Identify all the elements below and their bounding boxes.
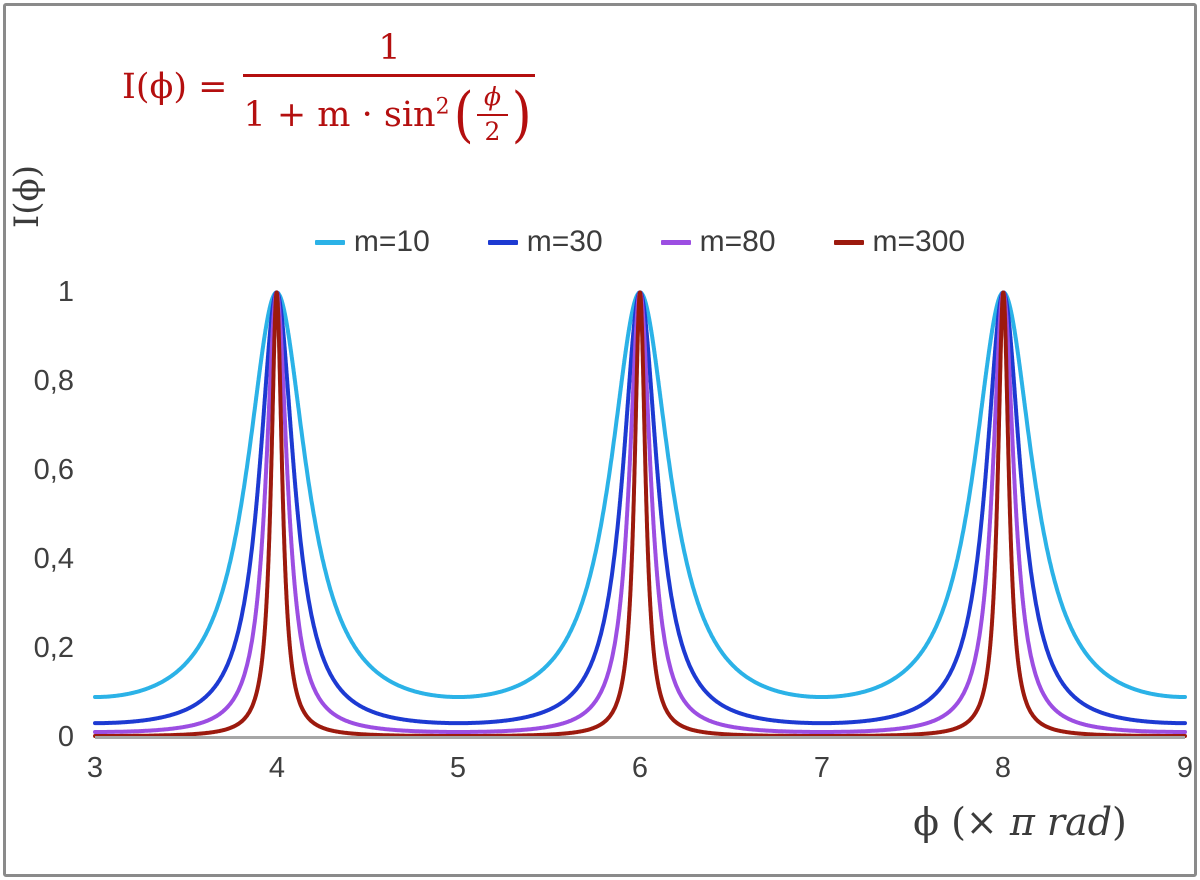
legend-label-m80: m=80 bbox=[699, 225, 776, 258]
legend-item-m10: m=10 bbox=[314, 225, 430, 259]
legend-label-m30: m=30 bbox=[526, 225, 603, 258]
x-tick-label-6: 6 bbox=[631, 752, 649, 784]
legend-label-m300: m=300 bbox=[872, 225, 966, 258]
formula-inner-fraction: ϕ 2 bbox=[476, 82, 509, 147]
legend-swatch-m80 bbox=[660, 239, 691, 245]
x-tick-label-7: 7 bbox=[813, 752, 831, 784]
y-tick-label-1: 1 bbox=[57, 276, 74, 308]
y-tick-label-0.8: 0,8 bbox=[33, 365, 74, 397]
curve-m=80 bbox=[93, 290, 1187, 734]
x-tick-label-8: 8 bbox=[994, 752, 1012, 784]
formula: I(ϕ) = 1 1 + m · sin2 ( ϕ 2 ) bbox=[122, 28, 536, 147]
y-axis-label: I(ϕ) bbox=[7, 165, 47, 229]
x-tick-label-5: 5 bbox=[449, 752, 467, 784]
legend-swatch-m10 bbox=[314, 239, 345, 245]
y-tick-label-0.4: 0,4 bbox=[33, 543, 74, 575]
formula-lhs: I(ϕ) = bbox=[122, 67, 228, 108]
formula-numerator: 1 bbox=[243, 28, 536, 77]
y-tick-label-0: 0 bbox=[57, 721, 74, 753]
y-tick-label-0.2: 0,2 bbox=[33, 632, 74, 664]
formula-inner-numerator: ϕ bbox=[476, 82, 509, 116]
y-tick-label-0.6: 0,6 bbox=[33, 454, 74, 486]
formula-inner-denominator: 2 bbox=[484, 116, 501, 146]
formula-denominator-text: 1 + m · sin2 bbox=[243, 94, 450, 135]
formula-denominator: 1 + m · sin2 ( ϕ 2 ) bbox=[243, 77, 535, 147]
formula-sin-exponent: 2 bbox=[435, 94, 450, 120]
formula-fraction: 1 1 + m · sin2 ( ϕ 2 ) bbox=[243, 28, 536, 147]
curve-m=300 bbox=[93, 290, 1187, 738]
x-axis-label-italic: π rad bbox=[1009, 800, 1113, 844]
curve-m=30 bbox=[93, 290, 1187, 726]
legend-item-m300: m=300 bbox=[833, 225, 966, 259]
x-axis-label: ϕ (× π rad) bbox=[913, 800, 1127, 844]
x-tick-label-4: 4 bbox=[268, 752, 286, 784]
x-axis-line bbox=[95, 736, 1185, 739]
legend: m=10 m=30 m=80 m=300 bbox=[95, 222, 1185, 262]
legend-swatch-m30 bbox=[487, 239, 518, 245]
formula-close-paren: ) bbox=[511, 79, 532, 150]
legend-item-m30: m=30 bbox=[487, 225, 603, 259]
legend-item-m80: m=80 bbox=[660, 225, 776, 259]
x-tick-label-3: 3 bbox=[86, 752, 104, 784]
legend-label-m10: m=10 bbox=[353, 225, 430, 258]
formula-open-paren: ( bbox=[453, 79, 474, 150]
legend-swatch-m300 bbox=[833, 239, 864, 245]
x-tick-label-9: 9 bbox=[1176, 752, 1194, 784]
